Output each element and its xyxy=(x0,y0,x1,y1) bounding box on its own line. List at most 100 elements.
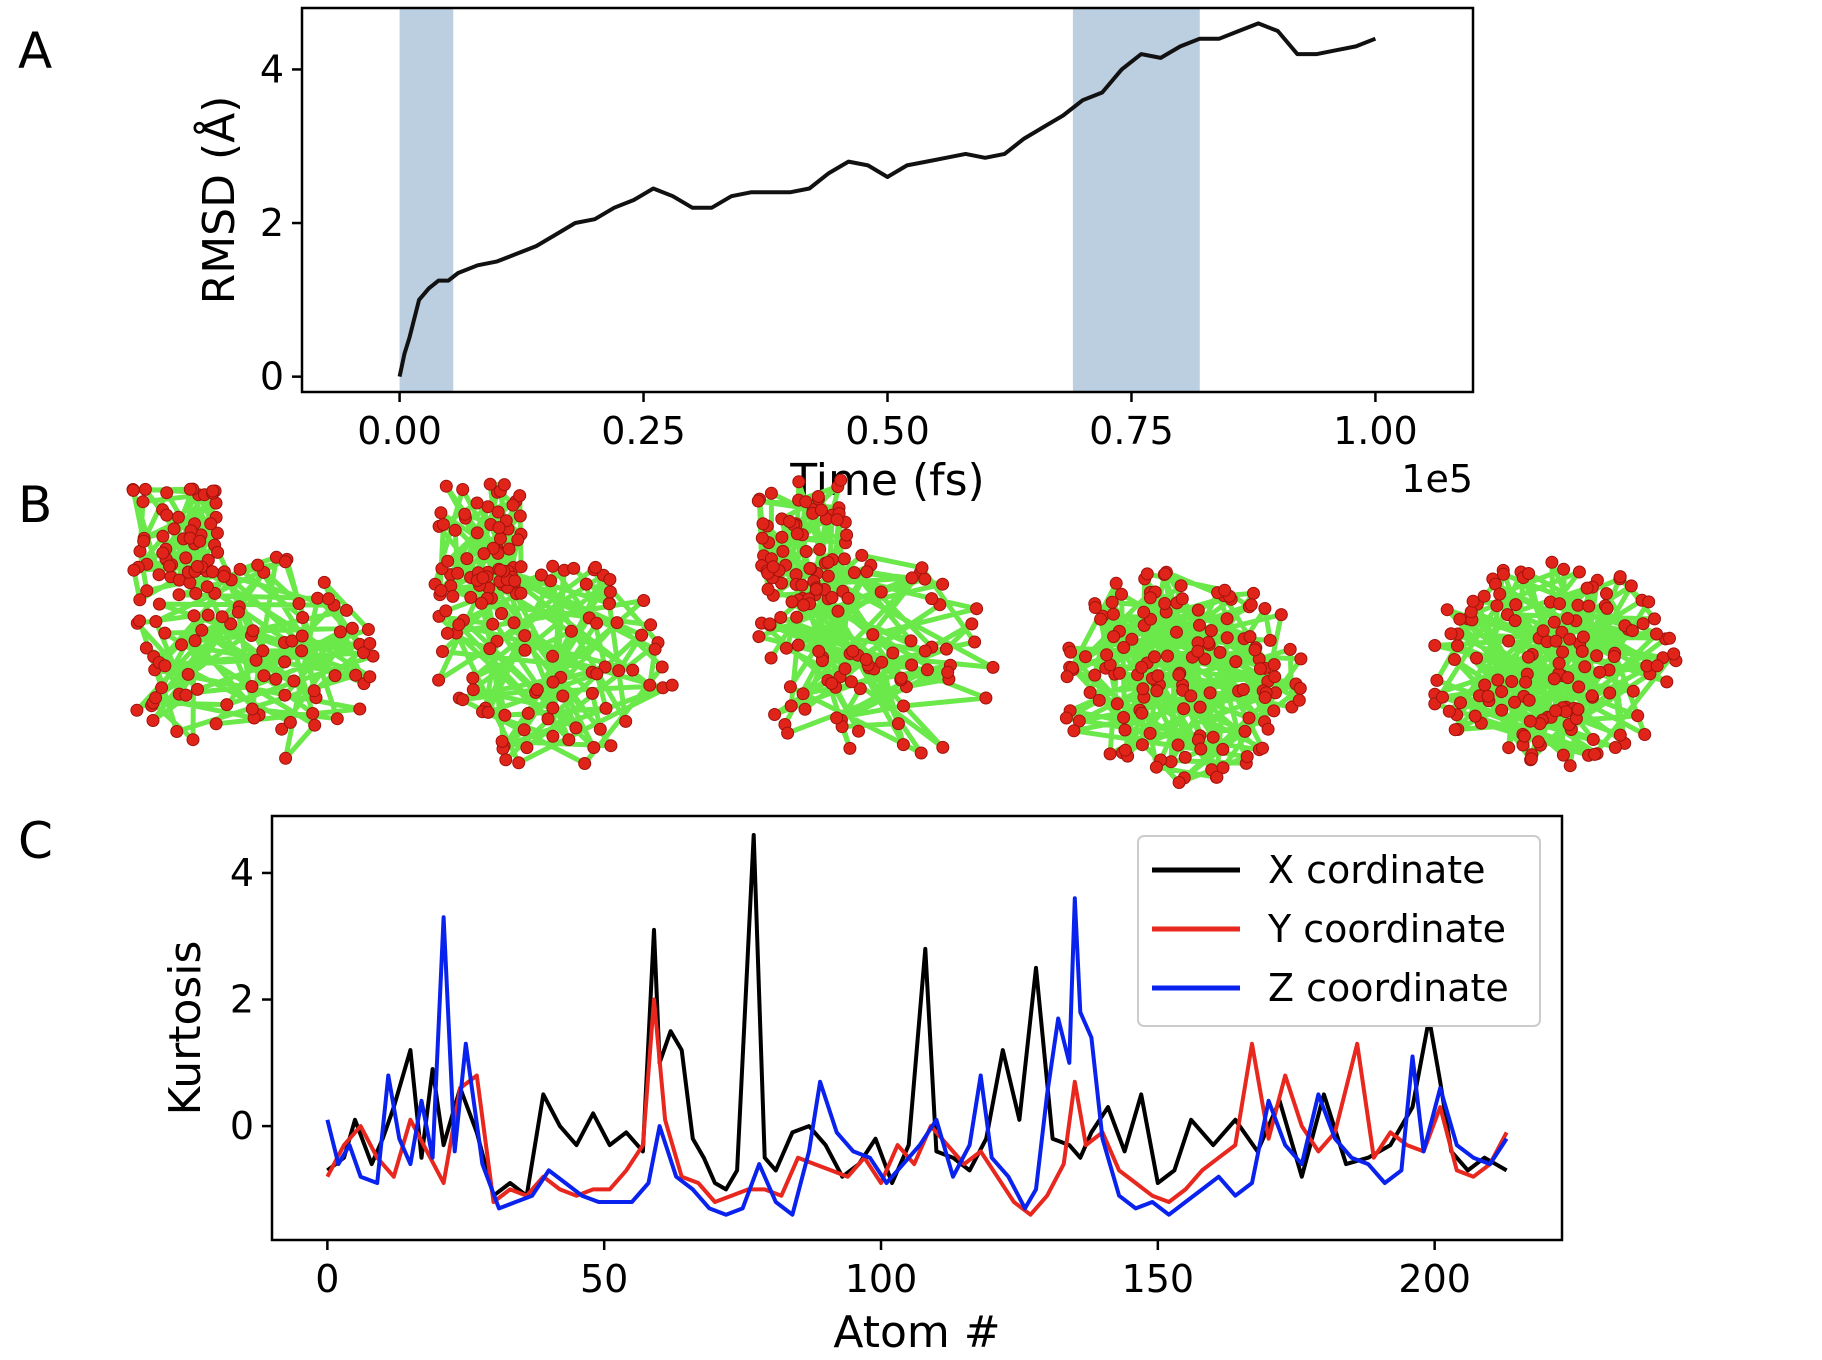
atom-sphere xyxy=(546,729,560,743)
atom-sphere xyxy=(156,546,170,560)
atom-sphere xyxy=(211,545,225,559)
atom-sphere xyxy=(1547,672,1561,686)
atom-sphere xyxy=(1575,644,1589,658)
atom-sphere xyxy=(186,733,200,747)
panel-c-letter: C xyxy=(18,812,53,870)
atom-sphere xyxy=(179,688,193,702)
kurtosis-x-tick-label: 200 xyxy=(1398,1257,1471,1301)
atom-sphere xyxy=(1466,594,1480,608)
atom-sphere xyxy=(220,698,234,712)
atom-sphere xyxy=(439,604,453,618)
atom-sphere xyxy=(1110,697,1124,711)
atom-sphere xyxy=(205,565,219,579)
protein-structure-icon-4 xyxy=(1059,565,1308,789)
atom-sphere xyxy=(791,638,805,652)
atom-sphere xyxy=(361,623,375,636)
atom-sphere xyxy=(1092,693,1106,707)
kurtosis-x-tick-label: 100 xyxy=(845,1257,918,1301)
atom-sphere xyxy=(936,740,950,754)
atom-sphere xyxy=(1522,567,1536,580)
atom-sphere xyxy=(1240,750,1254,764)
atom-sphere xyxy=(1495,685,1509,699)
atom-sphere xyxy=(761,582,775,596)
atom-sphere xyxy=(217,569,231,583)
atom-sphere xyxy=(635,628,649,642)
atom-sphere xyxy=(1557,562,1571,576)
atom-sphere xyxy=(1135,738,1149,752)
atom-sphere xyxy=(1561,671,1575,685)
atom-sphere xyxy=(1236,683,1250,696)
atom-sphere xyxy=(1175,592,1189,606)
atom-sphere xyxy=(1572,565,1586,579)
atom-sphere xyxy=(179,551,193,565)
atom-sphere xyxy=(1593,665,1607,679)
atom-sphere xyxy=(894,671,908,685)
atom-sphere xyxy=(1100,648,1114,662)
atom-sphere xyxy=(1216,742,1230,756)
atom-sphere xyxy=(1624,579,1638,593)
atom-sphere xyxy=(1524,752,1538,766)
atom-sphere xyxy=(1508,614,1522,628)
atom-sphere xyxy=(1193,700,1207,714)
atom-sphere xyxy=(1088,668,1102,682)
atom-sphere xyxy=(1663,631,1676,645)
atom-sphere xyxy=(1112,666,1126,680)
atom-sphere xyxy=(152,568,166,582)
atom-sphere xyxy=(514,586,528,600)
atom-sphere xyxy=(1137,605,1151,619)
atom-sphere xyxy=(796,687,810,701)
atom-sphere xyxy=(1151,669,1165,683)
atom-sphere xyxy=(287,674,301,688)
atom-sphere xyxy=(530,683,544,697)
atom-sphere xyxy=(756,517,770,531)
atom-sphere xyxy=(139,641,153,655)
atom-sphere xyxy=(751,494,765,508)
atom-sphere xyxy=(448,523,462,537)
atom-sphere xyxy=(518,643,532,657)
atom-sphere xyxy=(149,691,163,705)
atom-sphere xyxy=(499,753,513,767)
atom-sphere xyxy=(306,707,320,720)
atom-sphere xyxy=(847,566,861,580)
atom-sphere xyxy=(1502,634,1516,648)
atom-sphere xyxy=(492,521,506,535)
atom-sphere xyxy=(1118,743,1132,757)
atom-sphere xyxy=(1256,741,1269,755)
atom-sphere xyxy=(1442,704,1456,718)
atom-sphere xyxy=(518,629,532,643)
atom-sphere xyxy=(1523,714,1537,728)
atom-sphere xyxy=(1536,624,1550,638)
atom-sphere xyxy=(567,561,581,575)
atom-sphere xyxy=(775,530,789,544)
kurtosis-series-lines xyxy=(325,833,1509,1217)
atom-sphere xyxy=(507,616,521,630)
atom-sphere xyxy=(295,644,309,658)
atom-sphere xyxy=(1478,678,1492,692)
atom-sphere xyxy=(1600,601,1614,615)
atom-sphere xyxy=(896,738,910,752)
atom-sphere xyxy=(495,607,508,620)
atom-sphere xyxy=(905,571,919,585)
kurtosis-plot-frame xyxy=(270,814,1564,1242)
atom-sphere xyxy=(1509,598,1523,612)
atom-sphere xyxy=(590,616,604,630)
atom-sphere xyxy=(231,605,245,619)
atom-sphere xyxy=(1193,618,1206,632)
atom-sphere xyxy=(781,726,795,740)
atom-sphere xyxy=(546,701,560,715)
atom-sphere xyxy=(439,479,453,493)
atom-sphere xyxy=(470,526,484,540)
atom-sphere xyxy=(278,555,292,569)
atom-sphere xyxy=(440,626,454,640)
atom-sphere xyxy=(914,746,928,760)
x-coordinate-series-line xyxy=(326,833,1508,1198)
atom-sphere xyxy=(1495,703,1509,717)
atom-sphere xyxy=(562,733,576,747)
atom-sphere xyxy=(436,645,449,658)
atom-sphere xyxy=(1244,598,1258,612)
atom-sphere xyxy=(470,496,484,510)
atom-sphere xyxy=(279,751,293,765)
atom-sphere xyxy=(188,634,202,648)
atom-sphere xyxy=(494,563,507,577)
atom-sphere xyxy=(1493,587,1507,601)
